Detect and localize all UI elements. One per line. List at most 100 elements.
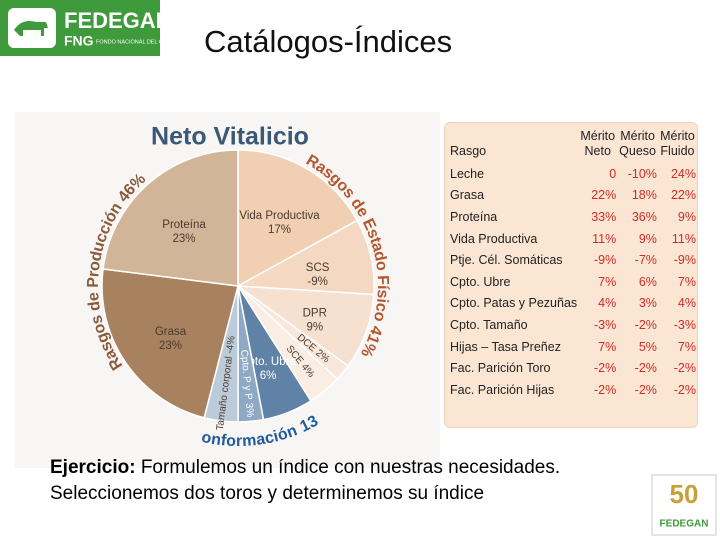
chart-title: Neto Vitalicio (151, 123, 309, 151)
logo-fng: FNG (64, 33, 94, 49)
table-header: Rasgo Mérito Neto Mérito Queso Mérito Fluid… (449, 129, 697, 163)
merit-cell: 9% (638, 231, 657, 246)
merit-cell: 0 (609, 166, 617, 181)
trait-cell: Cpto. Tamaño (450, 317, 528, 332)
merit-cell: -3% (673, 317, 696, 332)
slice-value: -4% (224, 335, 237, 354)
slice-value: 3% (243, 402, 255, 418)
logo-fng-full: FONDO NACIONAL DEL GANADO (96, 39, 183, 45)
logo-cow (14, 21, 48, 36)
footer-logo-name: FEDEGAN (660, 519, 709, 530)
exercise-text: Ejercicio: Formulemos un índice con nues… (50, 455, 560, 507)
slice-name: Vida Productiva (239, 210, 320, 222)
pie-slice (237, 149, 359, 288)
slide-title: Catálogos-Índices (204, 24, 452, 59)
slice-value: 9% (306, 322, 323, 334)
slice-value: -9% (307, 276, 327, 288)
merit-cell: 11% (592, 231, 617, 246)
slice-value: 6% (260, 370, 277, 382)
header-cell: Rasgo (450, 144, 487, 158)
table-row: Hijas – Tasa Preñez 7% 5% 7% (449, 336, 697, 358)
pie-slice (101, 268, 239, 419)
merit-cell: 4% (677, 296, 696, 311)
table-row: Fac. Parición Toro -2% -2% -2% (449, 357, 697, 379)
trait-cell: Fac. Parición Hijas (450, 382, 555, 397)
merit-cell: 5% (638, 339, 657, 354)
merit-cell: 11% (671, 231, 696, 246)
header-cell: Mérito Fluido (660, 129, 695, 158)
slice-label: Cpto. P y P3% (238, 349, 255, 418)
merit-cell: 36% (631, 209, 657, 224)
pie-slice (102, 149, 239, 287)
header-cell: Mérito Neto (580, 129, 616, 158)
trait-cell: Cpto. Ubre (450, 274, 511, 289)
trait-cell: Hijas – Tasa Preñez (450, 339, 561, 354)
table-row: Leche 0 -10% 24% (449, 163, 697, 185)
merit-cell: 6% (638, 274, 657, 289)
merit-cell: 24% (670, 166, 696, 181)
merit-cell: -7% (634, 253, 657, 268)
slice-label: DPR 9% (303, 308, 327, 334)
header-cell: Mérito Queso (619, 129, 656, 158)
merit-cell: 33% (591, 209, 617, 224)
table-row: Fac. Parición Hijas -2% -2% -2% (449, 379, 697, 401)
slice-name: Proteína (162, 219, 206, 231)
merit-cell: -2% (634, 361, 657, 376)
table-row: Cpto. Ubre 7% 6% 7% (449, 271, 697, 293)
table: Rasgo Mérito Neto Mérito Queso Mérito Fluid… (449, 129, 697, 401)
merit-cell: -9% (673, 253, 696, 268)
merit-cell: -9% (594, 253, 617, 268)
trait-cell: Leche (450, 166, 485, 181)
merit-cell: 22% (670, 188, 696, 203)
trait-cell: Cpto. Patas y Pezuñas (450, 296, 578, 311)
logo-name: FEDEGAN (64, 8, 172, 33)
slice-name: Cpto. Ubre (240, 356, 296, 368)
slice-value: 23% (159, 340, 182, 352)
merit-cell: 9% (677, 209, 696, 224)
exercise-line-2: Seleccionemos dos toros y determinemos s… (50, 483, 485, 504)
merit-cell: -3% (594, 317, 617, 332)
merit-cell: -2% (673, 361, 696, 376)
slice-name: Grasa (155, 326, 187, 338)
table-row: Grasa 22% 18% 22% (449, 185, 697, 207)
merit-cell: -10% (627, 166, 657, 181)
trait-cell: Ptje. Cél. Somáticas (450, 253, 563, 268)
slice-name: Cpto. P y P (238, 349, 254, 401)
merit-cell: -2% (594, 361, 617, 376)
merit-cell: 18% (631, 188, 657, 203)
slice-name: DPR (303, 308, 327, 320)
merit-cell: 7% (598, 274, 617, 289)
table-row: Vida Productiva 11% 9% 11% (449, 228, 697, 250)
slice-label: Cpto. Ubre 6% (240, 356, 296, 382)
merit-cell: 7% (677, 274, 696, 289)
table-row: Cpto. Patas y Pezuñas 4% 3% 4% (449, 293, 697, 315)
merit-cell: 7% (677, 339, 696, 354)
slice-label: Vida Productiva 17% (239, 210, 320, 236)
trait-cell: Proteína (450, 209, 498, 224)
footer-logo-number: 50 (670, 479, 699, 509)
table-row: Ptje. Cél. Somáticas -9% -7% -9% (449, 249, 697, 271)
merit-cell: -2% (594, 382, 617, 397)
trait-cell: Grasa (450, 188, 485, 203)
slice-label: Proteína 23% (162, 219, 206, 245)
exercise-label: Ejercicio: (50, 457, 136, 478)
slice-name: SCS (306, 262, 330, 274)
table-row: Cpto. Tamaño -3% -2% -3% (449, 314, 697, 336)
table-row: Proteína 33% 36% 9% (449, 206, 697, 228)
merit-table: Rasgo Mérito Neto Mérito Queso Mérito Fluid… (444, 122, 698, 428)
merit-cell: 3% (638, 296, 657, 311)
exercise-body: Formulemos un índice con nuestras necesi… (140, 457, 561, 478)
merit-cell: -2% (673, 382, 696, 397)
slice-value: 17% (268, 224, 291, 236)
exercise-line: Ejercicio: Formulemos un índice con nues… (50, 455, 560, 481)
merit-cell: 7% (598, 339, 617, 354)
slice-value: 23% (173, 233, 196, 245)
merit-cell: 22% (591, 188, 617, 203)
trait-cell: Fac. Parición Toro (450, 361, 551, 376)
footer-logo (651, 474, 717, 536)
merit-cell: -2% (634, 382, 657, 397)
slice-label: SCS -9% (306, 262, 330, 288)
trait-cell: Vida Productiva (450, 231, 538, 246)
